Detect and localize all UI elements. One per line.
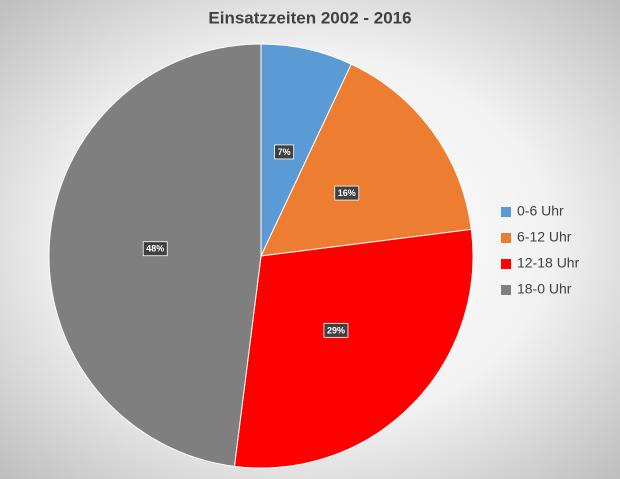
legend-marker xyxy=(501,233,511,243)
data-label-box xyxy=(323,322,349,338)
data-label: 7% xyxy=(278,147,291,157)
data-label-box xyxy=(334,185,360,201)
legend-label: 0-6 Uhr xyxy=(517,203,564,219)
legend-marker xyxy=(501,259,511,269)
legend-marker xyxy=(501,285,511,295)
pie-slice xyxy=(260,63,472,257)
legend-label: 12-18 Uhr xyxy=(517,255,580,271)
data-label: 16% xyxy=(338,188,356,198)
legend-label: 18-0 Uhr xyxy=(517,281,572,297)
data-label-box xyxy=(274,144,295,160)
data-label: 48% xyxy=(146,244,164,254)
data-label: 29% xyxy=(327,325,345,335)
chart-title: Einsatzzeiten 2002 - 2016 xyxy=(208,8,411,27)
legend-label: 6-12 Uhr xyxy=(517,229,572,245)
legend-marker xyxy=(501,207,511,217)
data-label-box xyxy=(142,241,168,257)
pie-slice xyxy=(233,228,474,469)
